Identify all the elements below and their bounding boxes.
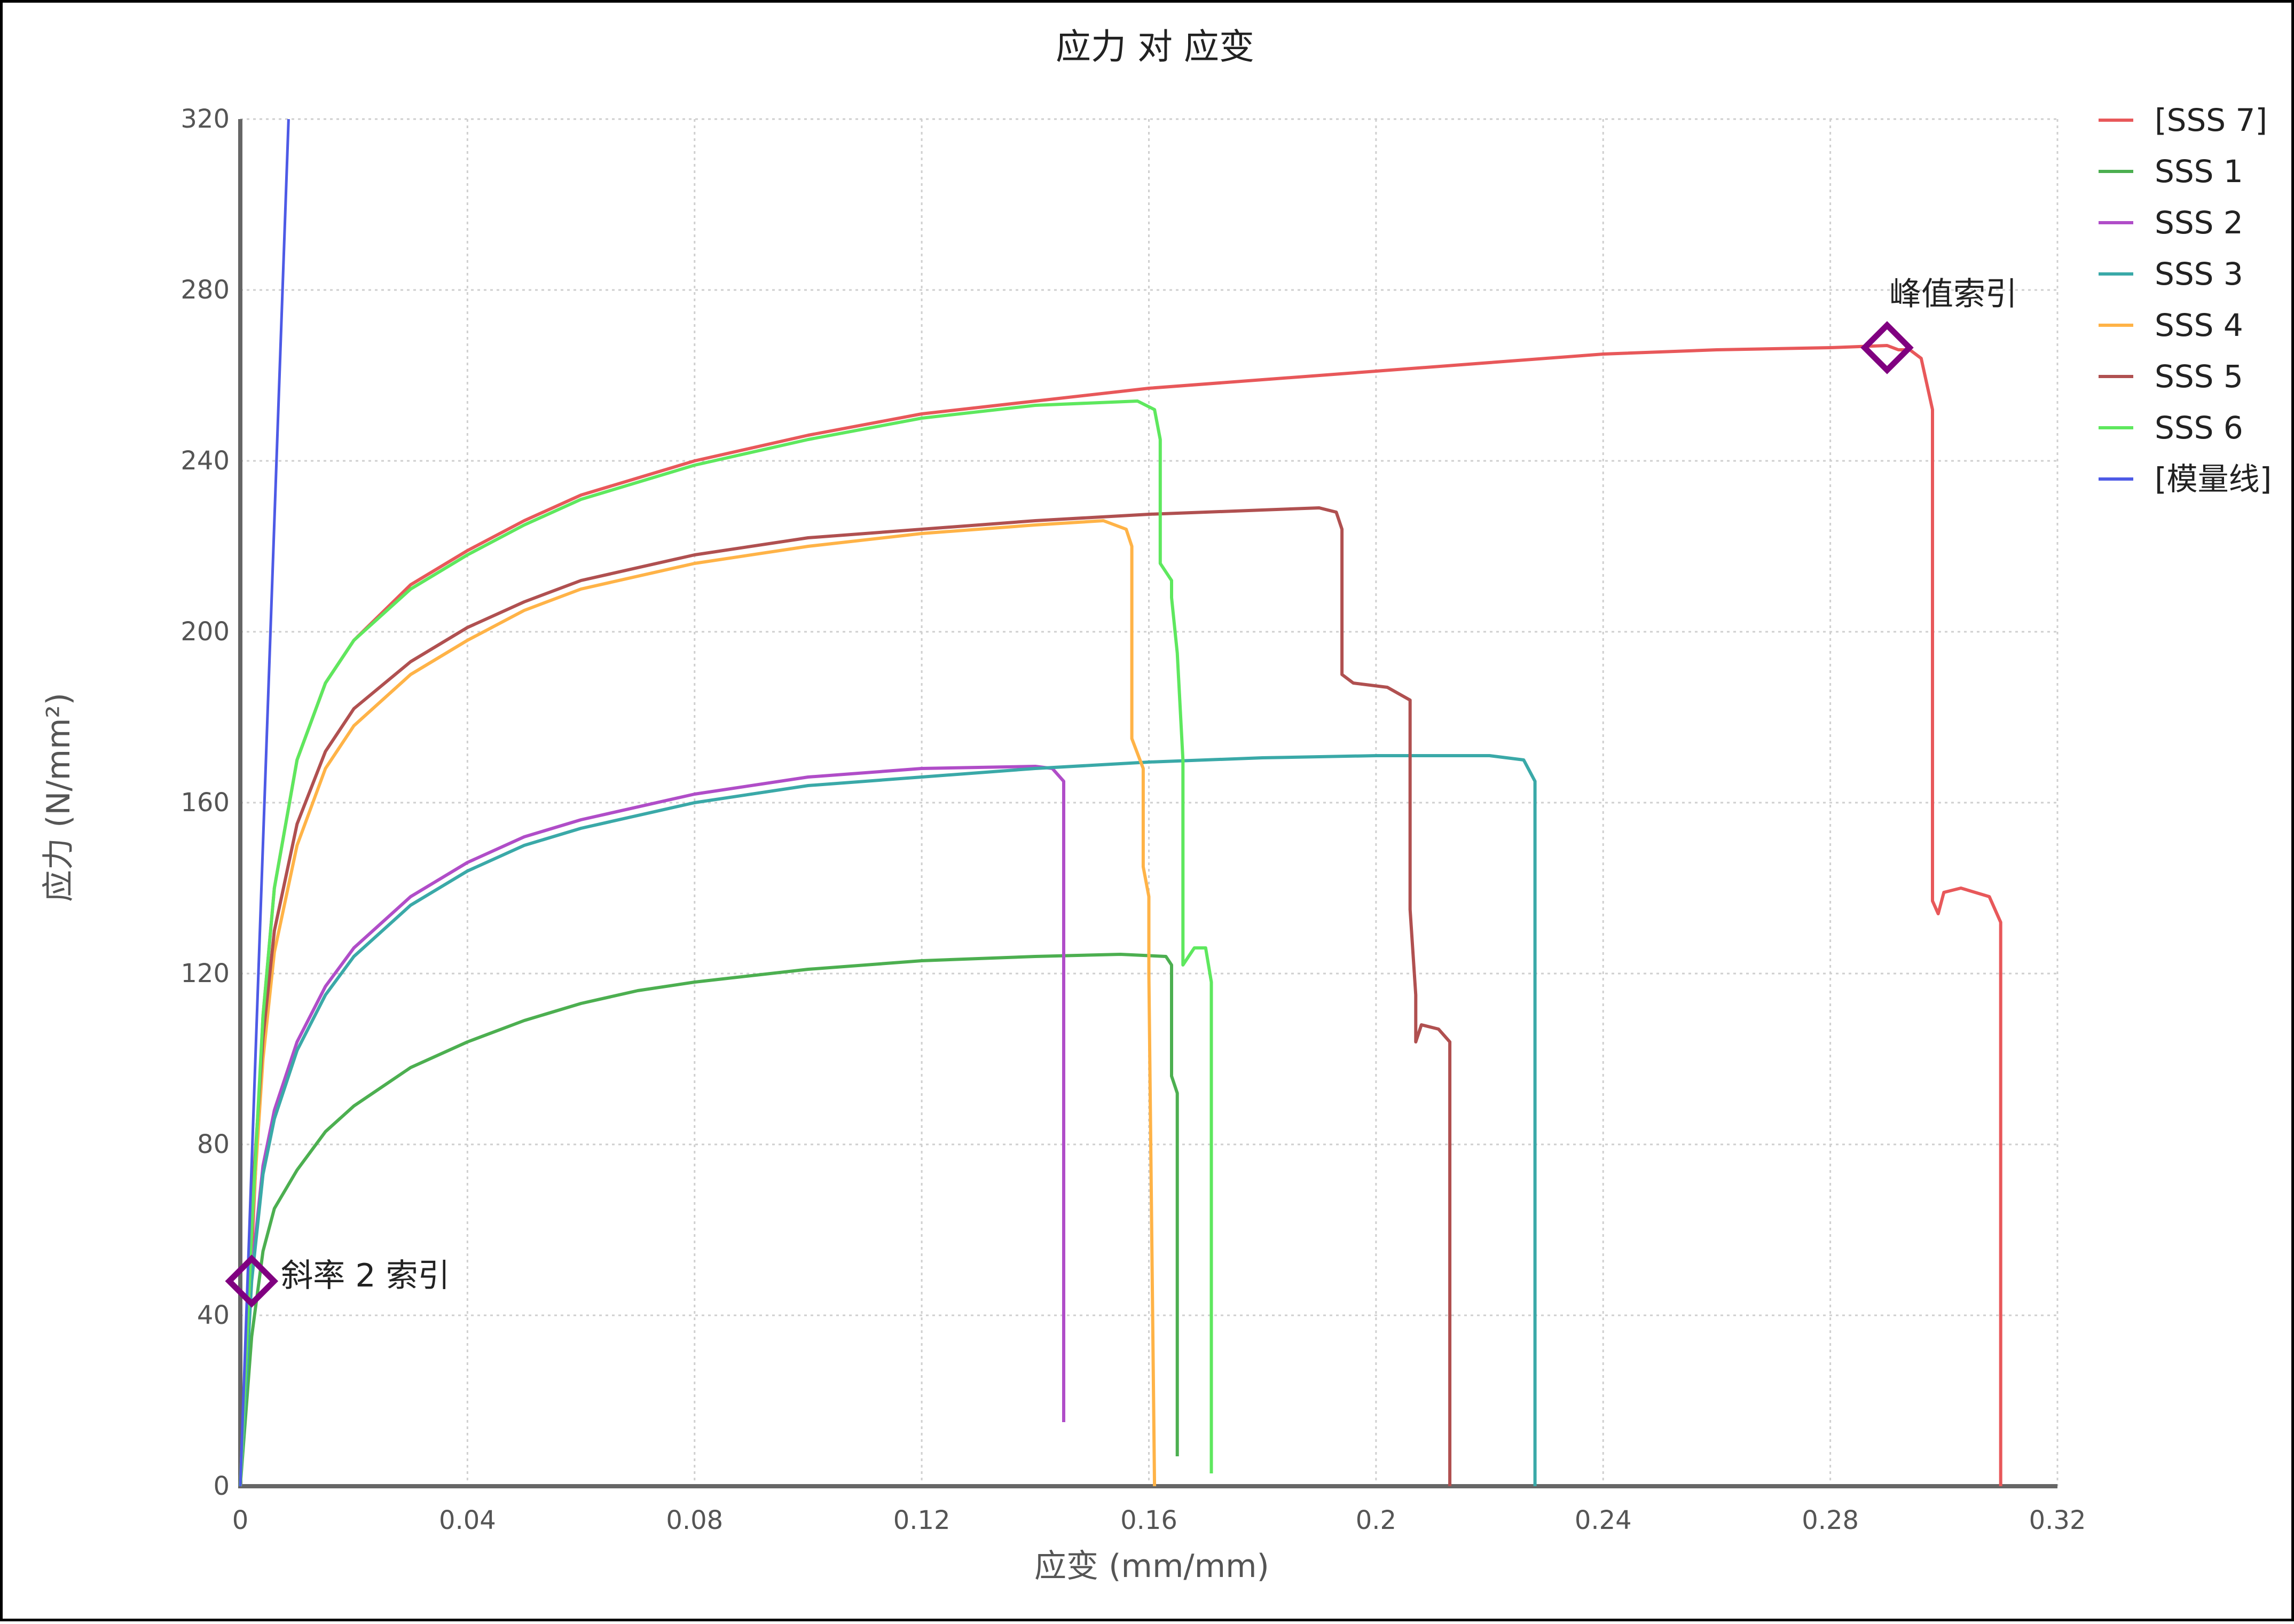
annotation-label: 斜率 2 索引 [281,1257,450,1295]
series-line-6 [239,506,1452,1487]
legend-label: SSS 5 [2155,358,2243,395]
x-tick-label: 0.12 [893,1505,950,1535]
legend-item[interactable]: SSS 5 [2099,358,2243,395]
legend[interactable]: [SSS 7] SSS 1 SSS 2 SSS 3 SSS 4 SSS 5 SSS 6 [模量… [2099,102,2272,497]
legend-label: [模量线] [2155,461,2272,497]
annotation-diamond-marker [1860,321,1914,374]
x-tick-label: 0.28 [1802,1505,1859,1535]
legend-label: SSS 3 [2155,256,2243,292]
legend-label: SSS 4 [2155,307,2243,343]
y-axis-label: 应力 (N/mm²) [40,693,77,902]
x-tick-label: 0.04 [439,1505,496,1535]
y-tick-label: 80 [197,1129,230,1159]
chart-title: 应力 对 应变 [1056,26,1254,67]
axes [238,119,2057,1488]
y-tick-label: 40 [197,1300,230,1330]
y-tick-label: 0 [213,1471,230,1501]
grid-lines [240,118,2059,1486]
x-tick-label: 0.16 [1120,1505,1177,1535]
x-tick-label: 0.32 [2029,1505,2086,1535]
legend-label: SSS 1 [2155,153,2243,190]
legend-item[interactable]: SSS 3 [2099,256,2243,292]
y-tick-label: 200 [180,617,230,647]
tick-labels: 0 0.04 0.08 0.12 0.16 0.2 0.24 0.28 0.32 0 40 80 120… [180,104,2086,1535]
annotation-label: 峰值索引 [1889,276,2017,313]
y-tick-label: 120 [180,959,230,988]
y-tick-label: 320 [180,104,230,134]
legend-item[interactable]: SSS 6 [2099,410,2243,446]
legend-label: [SSS 7] [2155,102,2267,138]
x-tick-label: 0.2 [1356,1505,1396,1535]
legend-item[interactable]: SSS 2 [2099,205,2243,241]
y-tick-label: 160 [180,788,230,818]
legend-item[interactable]: SSS 1 [2099,153,2243,190]
series-line-5 [239,519,1157,1487]
x-axis-label: 应变 (mm/mm) [1034,1548,1269,1585]
legend-label: SSS 2 [2155,205,2243,241]
legend-item[interactable]: SSS 4 [2099,307,2243,343]
x-tick-label: 0.24 [1575,1505,1632,1535]
x-tick-label: 0.08 [666,1505,723,1535]
legend-item[interactable]: [模量线] [2099,461,2272,497]
stress-strain-chart: 0 0.04 0.08 0.12 0.16 0.2 0.24 0.28 0.32 0 40 80 120… [40,26,2272,1585]
y-tick-label: 280 [180,275,230,305]
legend-item[interactable]: [SSS 7] [2099,102,2267,138]
x-tick-label: 0 [232,1505,249,1535]
y-tick-label: 240 [180,446,230,476]
legend-label: SSS 6 [2155,410,2243,446]
series-line-3 [239,765,1065,1487]
series-line-7 [239,399,1213,1487]
series-line-4 [239,754,1537,1487]
series-lines [239,119,2002,1487]
series-line-2 [239,953,1179,1487]
annotation-diamond-marker [225,1254,279,1308]
